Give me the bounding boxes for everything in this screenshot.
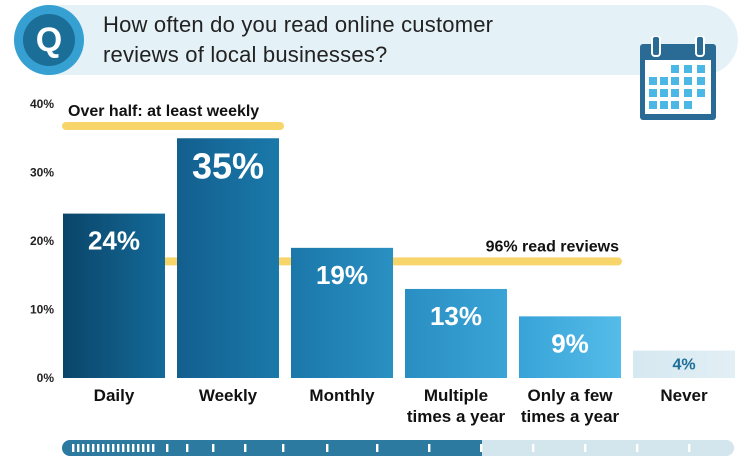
data-label: 13% — [430, 301, 482, 331]
y-tick-label: 10% — [30, 303, 54, 317]
annotation-over-half: Over half: at least weekly — [68, 103, 259, 120]
bar-only-a-few-times-a-year — [519, 316, 621, 378]
data-label: 9% — [551, 328, 589, 358]
bar-daily — [63, 213, 165, 378]
bar-weekly — [177, 138, 279, 378]
data-label: 24% — [88, 226, 140, 256]
annotation-line-over-half — [62, 122, 284, 130]
data-label: 19% — [316, 260, 368, 290]
question-banner — [14, 5, 738, 75]
x-tick-label: Multiple times a year — [407, 386, 506, 426]
x-tick-label: Daily — [94, 386, 135, 405]
data-label: 35% — [192, 145, 264, 186]
calendar-icon — [640, 36, 716, 120]
bar-monthly — [291, 247, 393, 378]
y-tick-label: 30% — [30, 166, 54, 180]
x-tick-label: Monthly — [309, 386, 375, 405]
x-tick-label: Only a few times a year — [521, 386, 620, 426]
bar-multiple-times-a-year — [405, 288, 507, 378]
y-tick-label: 0% — [37, 371, 55, 385]
x-tick-label: Never — [660, 386, 708, 405]
bar-never — [633, 350, 735, 378]
annotation-read-reviews: 96% read reviews — [486, 238, 620, 255]
question-badge-letter: Q — [23, 14, 75, 66]
question-badge: Q — [14, 5, 84, 75]
y-tick-label: 40% — [30, 97, 54, 111]
y-tick-label: 20% — [30, 234, 54, 248]
question-text: How often do you read online customer re… — [103, 12, 494, 67]
x-tick-label: Weekly — [199, 386, 258, 405]
data-label: 4% — [672, 357, 695, 374]
decorative-progress-strip — [62, 440, 734, 456]
